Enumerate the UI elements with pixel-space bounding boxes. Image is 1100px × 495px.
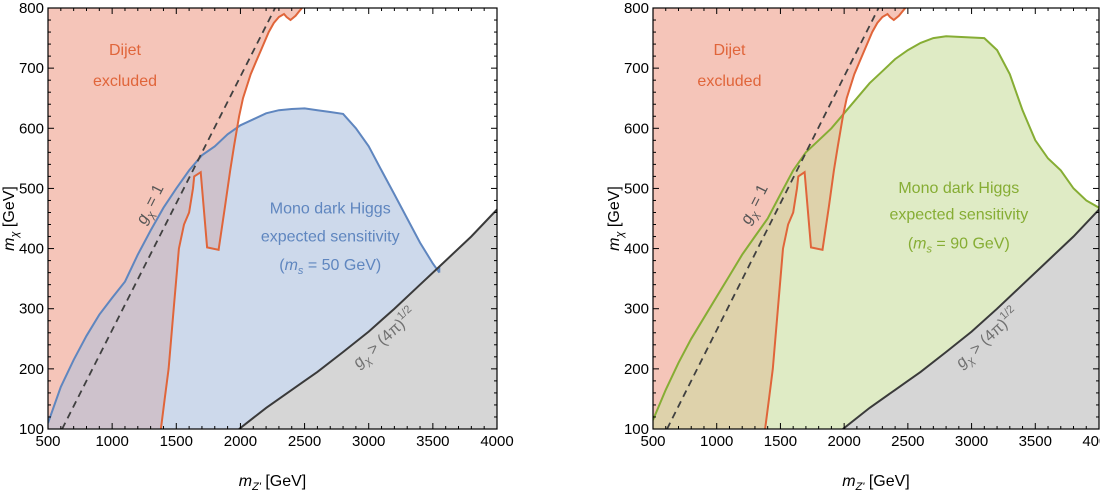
dijet-boundary xyxy=(159,8,303,429)
dijet-label-line1: Dijet xyxy=(713,42,746,59)
sensitivity-region xyxy=(653,36,1099,429)
x-tick-label: 3000 xyxy=(352,433,385,450)
perturbativity-region xyxy=(239,209,497,429)
coupling-unity-line xyxy=(666,8,880,429)
sensitivity-label-line1: Mono dark Higgs xyxy=(270,201,391,218)
sensitivity-label-value: = 50 GeV xyxy=(303,257,376,274)
x-axis-unit: [GeV] xyxy=(261,473,306,490)
y-tick-label: 600 xyxy=(624,120,649,137)
sensitivity-region xyxy=(48,108,440,429)
plot-frame xyxy=(652,7,1100,430)
x-tick-label: 3500 xyxy=(416,433,449,450)
sensitivity-contour xyxy=(48,107,441,424)
sensitivity-label-line3: (ms = 90 GeV) xyxy=(908,236,1010,256)
x-tick-label: 4000 xyxy=(1082,433,1100,450)
y-tick-label: 200 xyxy=(19,361,44,378)
y-axis-subscript: χ xyxy=(614,231,626,239)
x-tick-label: 2000 xyxy=(224,433,257,450)
dijet-label-line2: excluded xyxy=(93,73,157,90)
sensitivity-label-symbol: m xyxy=(913,236,926,253)
sensitivity-label-subscript: s xyxy=(926,244,932,256)
x-tick-label: 2500 xyxy=(891,433,924,450)
y-tick-label: 400 xyxy=(19,241,44,258)
plot-area xyxy=(653,8,1099,429)
y-tick-label: 100 xyxy=(19,421,44,438)
x-tick-label: 1000 xyxy=(95,433,128,450)
y-axis-subscript: χ xyxy=(9,231,21,239)
sensitivity-label-subscript: s xyxy=(298,265,304,277)
x-tick-label: 2000 xyxy=(827,433,860,450)
y-tick-label: 500 xyxy=(19,180,44,197)
y-axis-symbol: m xyxy=(1,238,18,251)
x-axis-subscript: Z' xyxy=(855,481,866,490)
x-axis-symbol: m xyxy=(842,473,855,490)
sensitivity-label-line3: (ms = 50 GeV) xyxy=(279,257,381,277)
sensitivity-label-paren-open: ( xyxy=(908,236,914,253)
x-axis-title: mZ' [GeV] xyxy=(842,473,910,490)
sensitivity-label-symbol: m xyxy=(285,257,298,274)
dijet-label-line1: Dijet xyxy=(109,42,142,59)
coupling-unity-line xyxy=(61,8,276,429)
x-tick-label: 2500 xyxy=(288,433,321,450)
x-tick-label: 3000 xyxy=(955,433,988,450)
y-axis-title: mχ [GeV] xyxy=(606,186,626,251)
plot-frame xyxy=(47,7,498,430)
sensitivity-label-paren-close: ) xyxy=(376,257,381,274)
sensitivity-label-paren-close: ) xyxy=(1004,236,1009,253)
perturbativity-boundary xyxy=(842,208,1099,429)
x-tick-label: 4000 xyxy=(480,433,513,450)
x-tick-label: 3500 xyxy=(1019,433,1052,450)
dijet-overlay xyxy=(48,8,302,429)
y-axis-symbol: m xyxy=(606,238,623,251)
y-tick-label: 200 xyxy=(624,361,649,378)
dijet-boundary xyxy=(764,8,907,429)
plot-area xyxy=(48,8,497,429)
sensitivity-label-line2: expected sensitivity xyxy=(261,228,400,245)
x-tick-label: 500 xyxy=(35,433,60,450)
x-axis-symbol: m xyxy=(239,473,252,490)
y-tick-label: 500 xyxy=(624,180,649,197)
y-tick-label: 800 xyxy=(624,0,649,17)
perturbativity-region xyxy=(842,209,1099,429)
dijet-overlay xyxy=(653,8,906,429)
sensitivity-label-paren-open: ( xyxy=(279,257,285,274)
x-axis-title: mZ' [GeV] xyxy=(239,473,307,490)
y-tick-label: 300 xyxy=(624,301,649,318)
y-tick-label: 300 xyxy=(19,301,44,318)
y-tick-label: 400 xyxy=(624,241,649,258)
dijet-label-line2: excluded xyxy=(697,73,761,90)
chart-panel-right: 500 1000 1500 2000 2500 3000 3500 4000 100 200 300… xyxy=(606,0,1100,493)
y-tick-label: 700 xyxy=(19,60,44,77)
y-tick-label: 800 xyxy=(19,0,44,17)
x-tick-label: 1500 xyxy=(160,433,193,450)
y-axis-title: mχ [GeV] xyxy=(1,186,21,251)
chart-panel-left: 500 1000 1500 2000 2500 3000 3500 4000 100 200 300… xyxy=(1,0,514,493)
perturbativity-boundary xyxy=(238,208,497,429)
sensitivity-label-line1: Mono dark Higgs xyxy=(898,180,1019,197)
sensitivity-label-line2: expected sensitivity xyxy=(889,207,1028,224)
x-tick-label: 1500 xyxy=(764,433,797,450)
x-tick-label: 1000 xyxy=(700,433,733,450)
x-axis-unit: [GeV] xyxy=(864,473,909,490)
y-axis-unit: [GeV] xyxy=(606,186,623,231)
y-tick-label: 600 xyxy=(19,120,44,137)
x-axis-subscript: Z' xyxy=(251,481,262,490)
y-axis-unit: [GeV] xyxy=(1,186,18,231)
y-tick-label: 100 xyxy=(624,421,649,438)
sensitivity-label-value: = 90 GeV xyxy=(932,236,1005,253)
y-tick-label: 700 xyxy=(624,60,649,77)
sensitivity-contour xyxy=(653,35,1099,421)
x-tick-label: 500 xyxy=(640,433,665,450)
